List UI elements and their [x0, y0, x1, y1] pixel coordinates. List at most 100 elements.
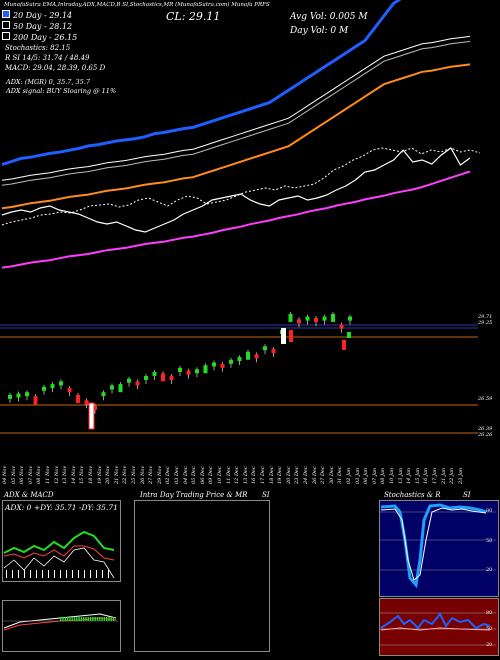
- macd-hist-bar: [108, 617, 110, 621]
- adx-panel: ADX: 0 +DY: 35.71 -DY: 35.71: [2, 500, 121, 582]
- macd-hist-bar: [110, 617, 112, 621]
- macd-hist-bar: [96, 617, 99, 621]
- stochastics-readout: Stochastics: 82.15: [5, 44, 71, 52]
- candle-body-red2: [342, 340, 346, 350]
- intraday-title: Intra Day Trading Price & MR: [140, 491, 248, 499]
- macd-hist-bar: [69, 617, 71, 621]
- rsi-signal-line: [380, 627, 491, 631]
- day-volume: Day Vol: 0 M: [290, 26, 349, 36]
- adx-green-line: [3, 530, 115, 554]
- macd-hist-bar: [89, 617, 92, 621]
- candle-body: [33, 396, 38, 405]
- ema50b-line: [1, 35, 471, 181]
- macd-hist-bar: [87, 617, 89, 621]
- header-top-line: MunafaSutra EMA,Intraday,ADX,MACD,B SI,S…: [4, 2, 270, 8]
- candle-body: [144, 376, 148, 380]
- candle-body: [67, 388, 72, 393]
- macd-hist-bar: [106, 617, 108, 621]
- macd-hist-bar: [64, 617, 66, 621]
- candle-body-green: [347, 332, 351, 338]
- adx-bar: [66, 570, 67, 578]
- candle-body: [169, 376, 174, 380]
- ma50-text: 50 Day - 28.12: [13, 22, 73, 31]
- candle-body: [203, 365, 208, 374]
- candle-body: [339, 324, 344, 329]
- adx-bar: [30, 570, 31, 578]
- candle-body: [42, 386, 46, 391]
- stochastics-title: Stochastics & R: [384, 491, 441, 499]
- macd-hist-bar: [103, 617, 106, 621]
- stoch-k-line: [380, 503, 487, 589]
- intraday-title-suffix: SI: [262, 491, 270, 499]
- rsi-line: [380, 612, 491, 630]
- candle-body-tall: [88, 402, 95, 430]
- candle-body: [16, 393, 21, 398]
- candle-body: [178, 367, 182, 372]
- candle-body: [8, 394, 12, 399]
- candle-body: [110, 385, 114, 390]
- price-axis-label: 29.71: [478, 314, 493, 320]
- adx-bar: [12, 570, 13, 578]
- ema50-line: [1, 40, 471, 186]
- macd-hist-bar: [60, 617, 62, 621]
- macd-hist-bar: [83, 617, 85, 621]
- candle-body: [263, 346, 267, 351]
- ma20-swatch: [2, 10, 10, 18]
- candle-body: [297, 319, 301, 324]
- macd-hist-bar: [94, 617, 96, 621]
- stoch-tick: 50: [486, 538, 493, 544]
- candle-body: [212, 362, 216, 367]
- macd-hist-bar: [99, 617, 101, 621]
- price-axis-label: 26.26: [478, 432, 493, 438]
- macd-hist-bar: [71, 617, 73, 621]
- adx-panel-readout: ADX: 0 +DY: 35.71 -DY: 35.71: [5, 503, 118, 512]
- adx-bar: [60, 570, 61, 578]
- ma-legend-20: 20 Day - 29.14: [2, 10, 105, 21]
- ma50-swatch: [2, 21, 10, 29]
- macd-hist-bar: [66, 617, 69, 621]
- candles: [8, 311, 352, 430]
- candle-body-white: [281, 328, 286, 344]
- ma200-swatch: [2, 32, 10, 40]
- macd-hist-bar: [73, 617, 76, 621]
- adx-bar: [24, 570, 25, 578]
- adx-bar: [90, 570, 91, 578]
- candle-body: [195, 369, 199, 374]
- price-dotted-line: [1, 147, 481, 226]
- candle-body: [348, 316, 352, 321]
- adx-bar: [84, 570, 85, 578]
- ema-lines: [1, 0, 481, 269]
- candle-body: [84, 400, 89, 405]
- avg-volume: Avg Vol: 0.005 M: [290, 12, 368, 22]
- candle-body: [118, 384, 123, 393]
- price-axis-label: 26.59: [478, 396, 493, 402]
- candle-body: [271, 349, 276, 353]
- macd-hist-bar: [85, 617, 87, 621]
- close-price: CL: 29.11: [166, 10, 221, 23]
- candle-body: [237, 357, 242, 362]
- stochastics-title-suffix: SI: [463, 491, 471, 499]
- adx-bar: [36, 570, 37, 578]
- adx-readout: ADX: (MGR) 0, 35.7, 35.7: [6, 78, 91, 86]
- price-axis-label: 26.39: [478, 426, 493, 432]
- candle-body: [186, 370, 191, 375]
- adx-bar: [108, 570, 109, 578]
- ema100-line: [1, 63, 471, 210]
- stoch-tick: 80: [486, 508, 493, 514]
- candle-body: [59, 381, 63, 386]
- ema20-line: [1, 0, 402, 167]
- candle-body: [229, 359, 233, 364]
- macd-hist-bar: [76, 617, 78, 621]
- adx-bar: [42, 570, 43, 578]
- candle-body: [161, 373, 165, 382]
- candle-body: [76, 394, 80, 403]
- ma20-text: 20 Day - 29.14: [13, 11, 73, 20]
- adx-white-line: [3, 547, 115, 579]
- candle-body: [220, 363, 225, 368]
- rsi-readout: R SI 14/5: 31.74 / 48.49: [5, 54, 90, 62]
- ema200-line: [1, 170, 471, 269]
- candle-body: [254, 354, 259, 359]
- candle-body: [127, 378, 131, 383]
- adx-bar: [6, 570, 7, 578]
